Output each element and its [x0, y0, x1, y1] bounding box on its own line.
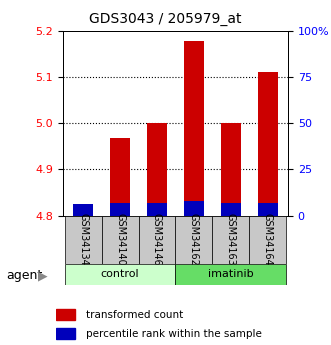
Text: GSM34134: GSM34134: [78, 214, 88, 266]
Text: GSM34146: GSM34146: [152, 214, 162, 266]
Text: GDS3043 / 205979_at: GDS3043 / 205979_at: [89, 12, 242, 26]
Bar: [56, 328, 75, 339]
Text: agent: agent: [7, 269, 43, 283]
Bar: [65, 216, 102, 264]
Bar: [102, 216, 139, 264]
Bar: [139, 216, 175, 264]
Text: control: control: [101, 269, 139, 279]
Bar: [184, 41, 204, 216]
Bar: [56, 309, 75, 320]
Bar: [258, 203, 278, 216]
Bar: [184, 201, 204, 216]
Bar: [65, 264, 175, 285]
Text: ▶: ▶: [38, 269, 48, 283]
Text: GSM34164: GSM34164: [263, 214, 273, 266]
Bar: [221, 123, 241, 216]
Bar: [110, 203, 130, 216]
Text: transformed count: transformed count: [86, 310, 183, 320]
Text: GSM34162: GSM34162: [189, 213, 199, 266]
Bar: [212, 216, 249, 264]
Text: GSM34163: GSM34163: [226, 214, 236, 266]
Bar: [258, 72, 278, 216]
Bar: [147, 203, 167, 216]
Bar: [175, 216, 212, 264]
Bar: [175, 264, 286, 285]
Bar: [73, 206, 93, 216]
Text: imatinib: imatinib: [208, 269, 254, 279]
Bar: [73, 204, 93, 216]
Text: percentile rank within the sample: percentile rank within the sample: [86, 329, 262, 339]
Bar: [147, 123, 167, 216]
Bar: [110, 138, 130, 216]
Text: GSM34140: GSM34140: [115, 214, 125, 266]
Bar: [221, 203, 241, 216]
Bar: [249, 216, 286, 264]
